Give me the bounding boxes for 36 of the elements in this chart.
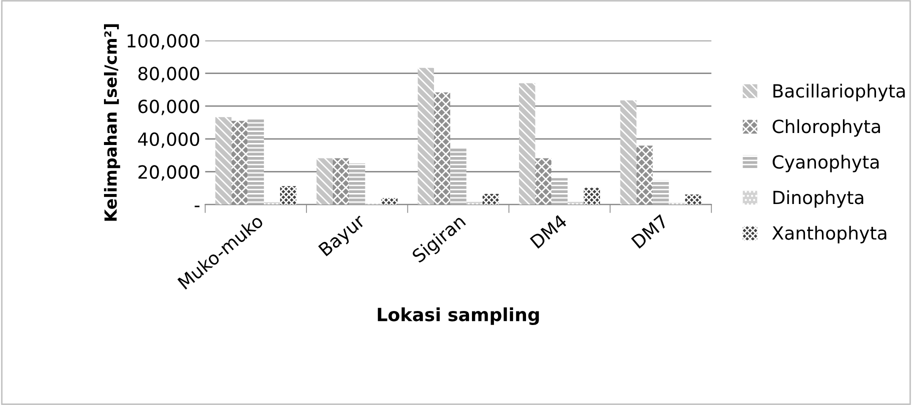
bar [685,194,702,205]
bar [332,158,349,205]
y-tick-label: - [194,206,200,208]
bar [482,194,499,205]
legend-label: Chlorophyta [772,119,880,137]
bar [519,83,536,205]
bar [215,117,232,205]
bar [466,202,483,205]
bar [620,100,636,205]
y-tick-label: 40,000 [138,132,200,148]
bar [450,148,466,205]
legend-label: Bacillariophyta [773,84,905,102]
bar [248,118,264,205]
x-axis-title: Lokasi sampling [378,307,539,325]
legend-label: Dinophyta [773,190,864,208]
bar [568,202,584,205]
bar [264,202,280,205]
bar [348,163,366,205]
legend-label: Xanthophyta [772,226,886,244]
bar [636,146,653,205]
bar [232,120,248,205]
bar [434,92,450,205]
y-tick-label: 60,000 [138,100,200,116]
bar [381,198,398,205]
legend-label: Cyanophyta [772,154,879,172]
bar [418,68,434,205]
y-tick-label: 80,000 [138,66,200,82]
bar [584,188,600,205]
bar [316,158,333,205]
y-tick-label: 20,000 [138,165,200,181]
bar [280,186,296,205]
bar [652,180,669,205]
y-axis-title: Kelimpahan [sel/cm²] [104,24,120,221]
bar [535,158,552,205]
bar [551,178,568,205]
y-tick-label: 100,000 [128,34,200,50]
